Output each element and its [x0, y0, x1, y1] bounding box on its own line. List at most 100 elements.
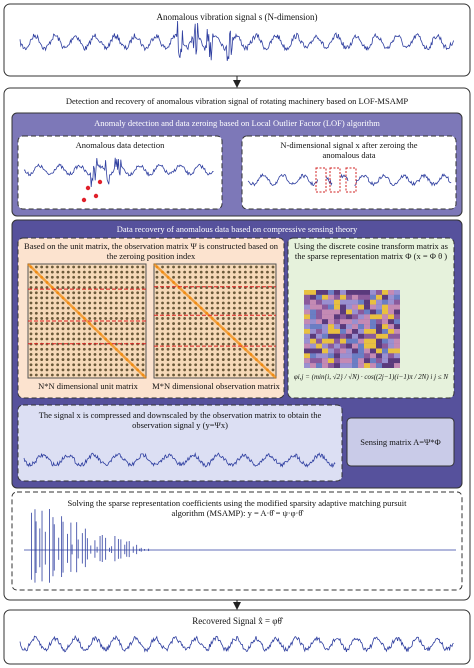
- matrix-dot: [188, 270, 192, 274]
- dct-cell: [346, 294, 352, 300]
- matrix-dot: [109, 373, 113, 377]
- recovery-title: Data recovery of anomalous data based on…: [116, 224, 358, 234]
- dct-cell: [304, 299, 310, 305]
- dct-cell: [376, 348, 382, 354]
- matrix-dot: [183, 281, 187, 284]
- dct-cell: [388, 314, 394, 320]
- matrix-dot: [77, 322, 81, 325]
- matrix-dot: [188, 363, 192, 367]
- dct-cell: [346, 329, 352, 334]
- matrix-dot: [88, 311, 92, 315]
- matrix-dot: [161, 373, 164, 377]
- matrix-dot: [249, 296, 253, 300]
- matrix-dot: [130, 265, 134, 269]
- matrix-dot: [205, 265, 209, 269]
- matrix-dot: [141, 337, 145, 341]
- matrix-dot: [266, 301, 269, 305]
- matrix-dot: [227, 265, 231, 269]
- matrix-dot: [255, 317, 258, 320]
- matrix-dot: [93, 270, 97, 274]
- dct-cell: [316, 358, 322, 364]
- matrix-dot: [72, 358, 76, 361]
- matrix-dot: [260, 311, 264, 315]
- matrix-dot: [29, 286, 33, 289]
- matrix-dot: [221, 332, 225, 336]
- matrix-dot: [34, 337, 38, 341]
- matrix-dot: [183, 296, 187, 300]
- matrix-dot: [177, 342, 181, 346]
- matrix-dot: [82, 373, 86, 377]
- matrix-dot: [243, 332, 247, 336]
- matrix-dot: [249, 342, 253, 346]
- matrix-dot: [109, 291, 113, 295]
- matrix-dot: [141, 301, 145, 305]
- matrix-dot: [243, 353, 247, 356]
- matrix-dot: [166, 368, 170, 372]
- matrix-dot: [141, 347, 145, 351]
- matrix-dot: [266, 281, 269, 284]
- matrix-dot: [98, 322, 102, 325]
- dct-cell: [340, 324, 346, 329]
- matrix-dot: [227, 311, 231, 315]
- matrix-dot: [227, 275, 231, 279]
- matrix-dot: [136, 358, 140, 361]
- matrix-dot: [199, 317, 203, 320]
- matrix-dot: [98, 270, 102, 274]
- matrix-dot: [82, 281, 86, 284]
- dct-cell: [346, 333, 352, 339]
- matrix-dot: [109, 332, 113, 336]
- matrix-dot: [194, 275, 198, 279]
- matrix-dot: [45, 363, 49, 367]
- matrix-dot: [50, 327, 54, 331]
- matrix-dot: [216, 281, 220, 284]
- dct-cell: [388, 343, 394, 349]
- matrix-dot: [93, 332, 97, 336]
- matrix-dot: [88, 291, 92, 295]
- matrix-dot: [136, 265, 140, 269]
- matrix-dot: [136, 270, 140, 274]
- matrix-dot: [120, 337, 124, 341]
- dct-cell: [316, 309, 322, 315]
- dct-cell: [322, 343, 328, 349]
- matrix-dot: [188, 337, 192, 341]
- dct-cell: [334, 319, 340, 325]
- matrix-dot: [61, 353, 65, 356]
- matrix-dot: [141, 322, 145, 325]
- matrix-dot: [255, 275, 258, 279]
- matrix-dot: [93, 358, 97, 361]
- matrix-dot: [34, 265, 38, 269]
- dct-cell: [328, 290, 334, 295]
- dct-cell: [394, 309, 400, 315]
- matrix-dot: [141, 281, 145, 284]
- dct-cell: [370, 304, 376, 310]
- matrix-dot: [29, 306, 33, 310]
- matrix-dot: [210, 342, 214, 346]
- matrix-dot: [221, 363, 225, 367]
- dct-cell: [310, 358, 316, 364]
- matrix-dot: [141, 265, 145, 269]
- matrix-dot: [130, 327, 134, 331]
- matrix-dot: [114, 270, 118, 274]
- matrix-dot: [238, 368, 242, 372]
- matrix-dot: [260, 337, 264, 341]
- signal-wave: [23, 452, 336, 469]
- dct-cell: [376, 363, 382, 368]
- matrix-dot: [216, 291, 220, 295]
- matrix-dot: [161, 353, 164, 356]
- matrix-dot: [238, 296, 242, 300]
- matrix-dot: [88, 275, 92, 279]
- matrix-dot: [216, 342, 220, 346]
- matrix-dot: [56, 368, 60, 372]
- matrix-dot: [109, 347, 113, 351]
- matrix-dot: [40, 373, 44, 377]
- dct-cell: [328, 329, 334, 334]
- matrix-dot: [72, 368, 76, 372]
- matrix-dot: [40, 265, 44, 269]
- matrix-dot: [232, 347, 236, 351]
- matrix-dot: [266, 306, 269, 310]
- dct-cell: [388, 358, 394, 364]
- sensing-box: [346, 417, 455, 467]
- matrix-dot: [56, 373, 60, 377]
- matrix-dot: [56, 301, 60, 305]
- matrix-dot: [194, 296, 198, 300]
